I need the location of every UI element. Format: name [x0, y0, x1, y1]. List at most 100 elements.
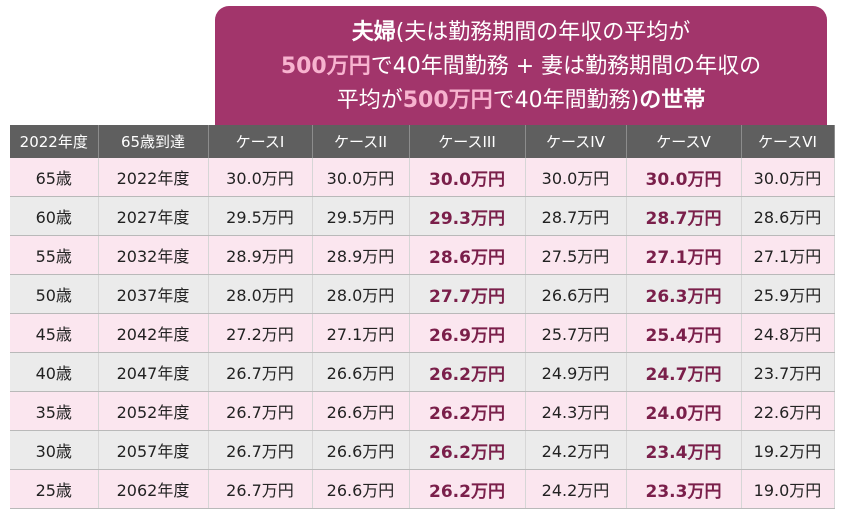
table-cell: 26.6万円 [312, 352, 410, 392]
table-cell: 24.2万円 [525, 430, 627, 470]
table-cell: 50歳 [10, 274, 99, 314]
title-bold-text: の世帯 [639, 87, 706, 113]
header-case-1: ケースI [208, 125, 313, 158]
table-cell: 26.6万円 [525, 274, 627, 314]
table-cell: 30.0万円 [626, 158, 742, 197]
table-cell: 30.0万円 [525, 158, 627, 197]
table-row: 65歳 2022年度 30.0万円 30.0万円 30.0万円 30.0万円 30.0万円 3… [10, 158, 835, 197]
title-text: で40年間勤務) [492, 87, 640, 113]
table-cell: 24.9万円 [525, 352, 627, 392]
table-cell: 27.7万円 [409, 274, 526, 314]
title-text: (夫は勤務期間の年収の平均が [395, 19, 691, 45]
table-cell: 25.9万円 [741, 274, 835, 314]
table-cell: 26.9万円 [409, 313, 526, 353]
table-cell: 19.0万円 [741, 469, 835, 509]
title-banner: 夫婦(夫は勤務期間の年収の平均が 500万円で40年間勤務 + 妻は勤務期間の年… [215, 6, 827, 125]
header-case-2: ケースII [312, 125, 410, 158]
table-cell: 28.9万円 [208, 235, 313, 275]
table-cell: 2047年度 [98, 352, 209, 392]
table-cell: 25歳 [10, 469, 99, 509]
table-cell: 26.2万円 [409, 391, 526, 431]
table-cell: 60歳 [10, 196, 99, 236]
table-cell: 28.0万円 [312, 274, 410, 314]
table-cell: 26.2万円 [409, 469, 526, 509]
table-row: 30歳 2057年度 26.7万円 26.6万円 26.2万円 24.2万円 23.4万円 1… [10, 430, 835, 470]
title-bold-text: 夫婦 [351, 19, 396, 45]
header-year-65: 65歳到達 [98, 125, 209, 158]
header-case-5: ケースV [626, 125, 742, 158]
table-cell: 35歳 [10, 391, 99, 431]
table-cell: 2022年度 [98, 158, 209, 197]
table-cell: 28.6万円 [741, 196, 835, 236]
table-cell: 28.9万円 [312, 235, 410, 275]
table-cell: 27.1万円 [741, 235, 835, 275]
table-cell: 29.5万円 [312, 196, 410, 236]
table-cell: 27.5万円 [525, 235, 627, 275]
pension-table: 2022年度 65歳到達 ケースI ケースII ケースIII ケースIV ケース… [10, 125, 835, 509]
table-cell: 27.1万円 [626, 235, 742, 275]
title-text: で40年間勤務 + 妻は勤務期間の年収の [370, 53, 762, 79]
table-cell: 65歳 [10, 158, 99, 197]
table-row: 45歳 2042年度 27.2万円 27.1万円 26.9万円 25.7万円 25.4万円 2… [10, 313, 835, 353]
table-cell: 29.5万円 [208, 196, 313, 236]
title-highlight: 500万円 [402, 87, 493, 113]
table-cell: 24.7万円 [626, 352, 742, 392]
table-cell: 2042年度 [98, 313, 209, 353]
header-case-4: ケースIV [525, 125, 627, 158]
table-cell: 2032年度 [98, 235, 209, 275]
header-case-3: ケースIII [409, 125, 526, 158]
table-cell: 26.6万円 [312, 391, 410, 431]
table-cell: 19.2万円 [741, 430, 835, 470]
table-header-row: 2022年度 65歳到達 ケースI ケースII ケースIII ケースIV ケース… [10, 125, 835, 158]
table-cell: 22.6万円 [741, 391, 835, 431]
table-cell: 55歳 [10, 235, 99, 275]
table-cell: 26.7万円 [208, 469, 313, 509]
table-cell: 26.6万円 [312, 469, 410, 509]
table-row: 40歳 2047年度 26.7万円 26.6万円 26.2万円 24.9万円 24.7万円 2… [10, 352, 835, 392]
table-cell: 30.0万円 [741, 158, 835, 197]
table-cell: 26.7万円 [208, 352, 313, 392]
header-case-6: ケースVI [741, 125, 835, 158]
table-row: 25歳 2062年度 26.7万円 26.6万円 26.2万円 24.2万円 23.3万円 1… [10, 469, 835, 509]
table-cell: 23.7万円 [741, 352, 835, 392]
table-cell: 30.0万円 [409, 158, 526, 197]
title-line-2: 500万円で40年間勤務 + 妻は勤務期間の年収の [281, 50, 761, 84]
table-cell: 23.4万円 [626, 430, 742, 470]
table-cell: 2027年度 [98, 196, 209, 236]
title-highlight: 500万円 [280, 53, 371, 79]
table-cell: 24.0万円 [626, 391, 742, 431]
table-cell: 26.2万円 [409, 352, 526, 392]
table-row: 50歳 2037年度 28.0万円 28.0万円 27.7万円 26.6万円 26.3万円 2… [10, 274, 835, 314]
header-age-2022: 2022年度 [10, 125, 99, 158]
table-cell: 24.8万円 [741, 313, 835, 353]
table-cell: 26.2万円 [409, 430, 526, 470]
table-cell: 28.6万円 [409, 235, 526, 275]
table-cell: 25.4万円 [626, 313, 742, 353]
title-text: 平均が [336, 87, 403, 113]
table-cell: 2052年度 [98, 391, 209, 431]
table-cell: 29.3万円 [409, 196, 526, 236]
table-cell: 30歳 [10, 430, 99, 470]
table-cell: 2062年度 [98, 469, 209, 509]
table-row: 60歳 2027年度 29.5万円 29.5万円 29.3万円 28.7万円 28.7万円 2… [10, 196, 835, 236]
table-row: 35歳 2052年度 26.7万円 26.6万円 26.2万円 24.3万円 24.0万円 2… [10, 391, 835, 431]
table-cell: 24.3万円 [525, 391, 627, 431]
table-cell: 27.2万円 [208, 313, 313, 353]
table-cell: 27.1万円 [312, 313, 410, 353]
table-cell: 30.0万円 [208, 158, 313, 197]
table-cell: 45歳 [10, 313, 99, 353]
table-cell: 2057年度 [98, 430, 209, 470]
table-cell: 2037年度 [98, 274, 209, 314]
table-cell: 26.6万円 [312, 430, 410, 470]
table-cell: 26.7万円 [208, 391, 313, 431]
table-cell: 23.3万円 [626, 469, 742, 509]
table-cell: 30.0万円 [312, 158, 410, 197]
table-cell: 28.7万円 [525, 196, 627, 236]
title-line-3: 平均が500万円で40年間勤務)の世帯 [337, 84, 706, 118]
table-row: 55歳 2032年度 28.9万円 28.9万円 28.6万円 27.5万円 27.1万円 2… [10, 235, 835, 275]
table-cell: 28.7万円 [626, 196, 742, 236]
table-cell: 40歳 [10, 352, 99, 392]
table-cell: 28.0万円 [208, 274, 313, 314]
table-cell: 26.7万円 [208, 430, 313, 470]
title-line-1: 夫婦(夫は勤務期間の年収の平均が [352, 16, 691, 50]
